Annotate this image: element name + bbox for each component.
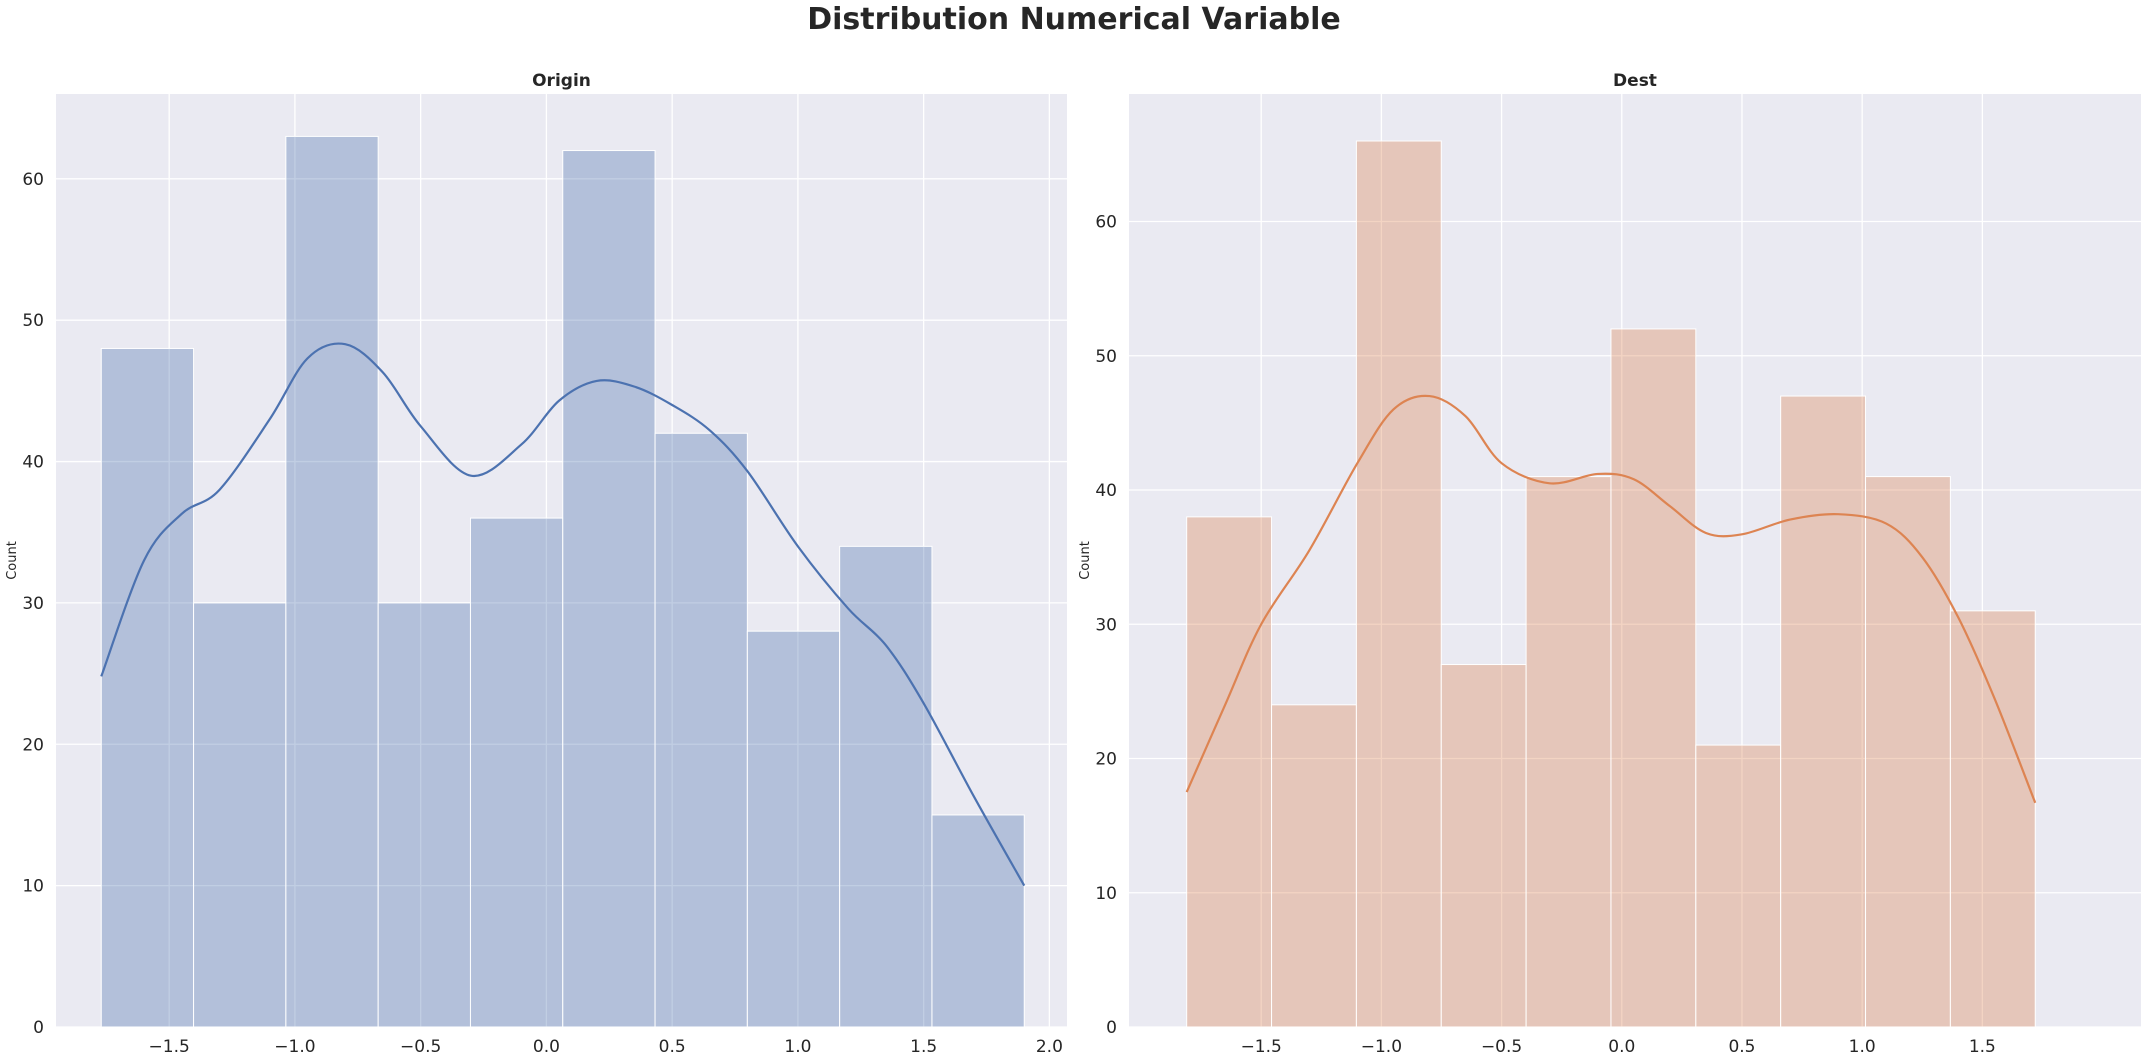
histogram-bar bbox=[931, 814, 1025, 1028]
subplot-title: Dest bbox=[1613, 71, 1657, 91]
x-tick-label: −1.5 bbox=[1241, 1037, 1282, 1057]
x-tick-label: 0.5 bbox=[1728, 1037, 1755, 1057]
histogram-bar bbox=[1865, 476, 1951, 1028]
histogram-bar bbox=[1355, 140, 1442, 1028]
subplot-title: Origin bbox=[532, 71, 591, 91]
subplot-origin: −1.5 −1.0 −0.5 0.0 0.5 1.0 1.5 2.0 0 10 20 30 40 50 60… bbox=[5, 71, 1067, 1057]
x-tick-label: −1.0 bbox=[274, 1037, 315, 1057]
y-tick-label: 10 bbox=[22, 877, 44, 897]
x-tick-label: −0.5 bbox=[1481, 1037, 1522, 1057]
histogram-bar bbox=[469, 517, 564, 1028]
kde-curve bbox=[1185, 394, 2037, 804]
histogram-bar bbox=[100, 347, 195, 1028]
histogram-bar bbox=[193, 602, 287, 1028]
x-tick-label: −1.5 bbox=[149, 1037, 190, 1057]
x-tick-label: 1.5 bbox=[1969, 1037, 1996, 1057]
figure-title: Distribution Numerical Variable bbox=[807, 2, 1341, 37]
histogram-bar bbox=[377, 602, 471, 1028]
histogram-bar bbox=[1186, 516, 1273, 1028]
histogram-bar bbox=[1525, 476, 1612, 1028]
y-tick-label: 0 bbox=[1106, 1018, 1117, 1038]
x-tick-label: 0.5 bbox=[659, 1037, 686, 1057]
histogram-bar bbox=[1610, 328, 1697, 1028]
plot-area bbox=[56, 94, 1067, 1027]
histogram-bar bbox=[562, 150, 656, 1028]
y-tick-label: 40 bbox=[22, 453, 44, 473]
kde-curve bbox=[100, 342, 1026, 887]
y-tick-label: 50 bbox=[22, 311, 44, 331]
y-tick-label: 20 bbox=[22, 735, 44, 755]
plot-area bbox=[1129, 94, 2141, 1027]
histogram-bar bbox=[285, 135, 379, 1028]
histogram-bar bbox=[1780, 395, 1867, 1028]
x-tick-label: 1.0 bbox=[784, 1037, 811, 1057]
y-axis-label: Count bbox=[5, 541, 20, 580]
subplot-dest: −1.5 −1.0 −0.5 0.0 0.5 1.0 1.5 0 10 20 30 40 50 60 Des… bbox=[1078, 71, 2141, 1057]
x-tick-label: −1.0 bbox=[1361, 1037, 1402, 1057]
x-tick-label: 0.0 bbox=[533, 1037, 560, 1057]
y-tick-label: 10 bbox=[1095, 884, 1117, 904]
histogram-bar bbox=[839, 545, 933, 1028]
histogram-bar bbox=[654, 432, 748, 1028]
x-tick-label: 1.0 bbox=[1849, 1037, 1876, 1057]
y-tick-label: 60 bbox=[1095, 213, 1117, 233]
y-tick-label: 60 bbox=[22, 170, 44, 190]
y-tick-label: 40 bbox=[1095, 481, 1117, 501]
y-tick-label: 30 bbox=[1095, 615, 1117, 635]
y-tick-label: 50 bbox=[1095, 347, 1117, 367]
y-tick-label: 30 bbox=[22, 594, 44, 614]
histogram-bar bbox=[1440, 664, 1527, 1028]
x-tick-label: 1.5 bbox=[910, 1037, 937, 1057]
histogram-bar bbox=[746, 630, 841, 1028]
histogram-bar bbox=[1949, 610, 2036, 1028]
x-tick-label: −0.5 bbox=[400, 1037, 441, 1057]
x-tick-label: 2.0 bbox=[1036, 1037, 1063, 1057]
histogram-bar bbox=[1695, 744, 1782, 1028]
histogram-bar bbox=[1271, 704, 1357, 1028]
x-tick-label: 0.0 bbox=[1608, 1037, 1635, 1057]
y-tick-label: 20 bbox=[1095, 750, 1117, 770]
y-axis-label: Count bbox=[1078, 541, 1093, 580]
y-tick-label: 0 bbox=[33, 1018, 44, 1038]
